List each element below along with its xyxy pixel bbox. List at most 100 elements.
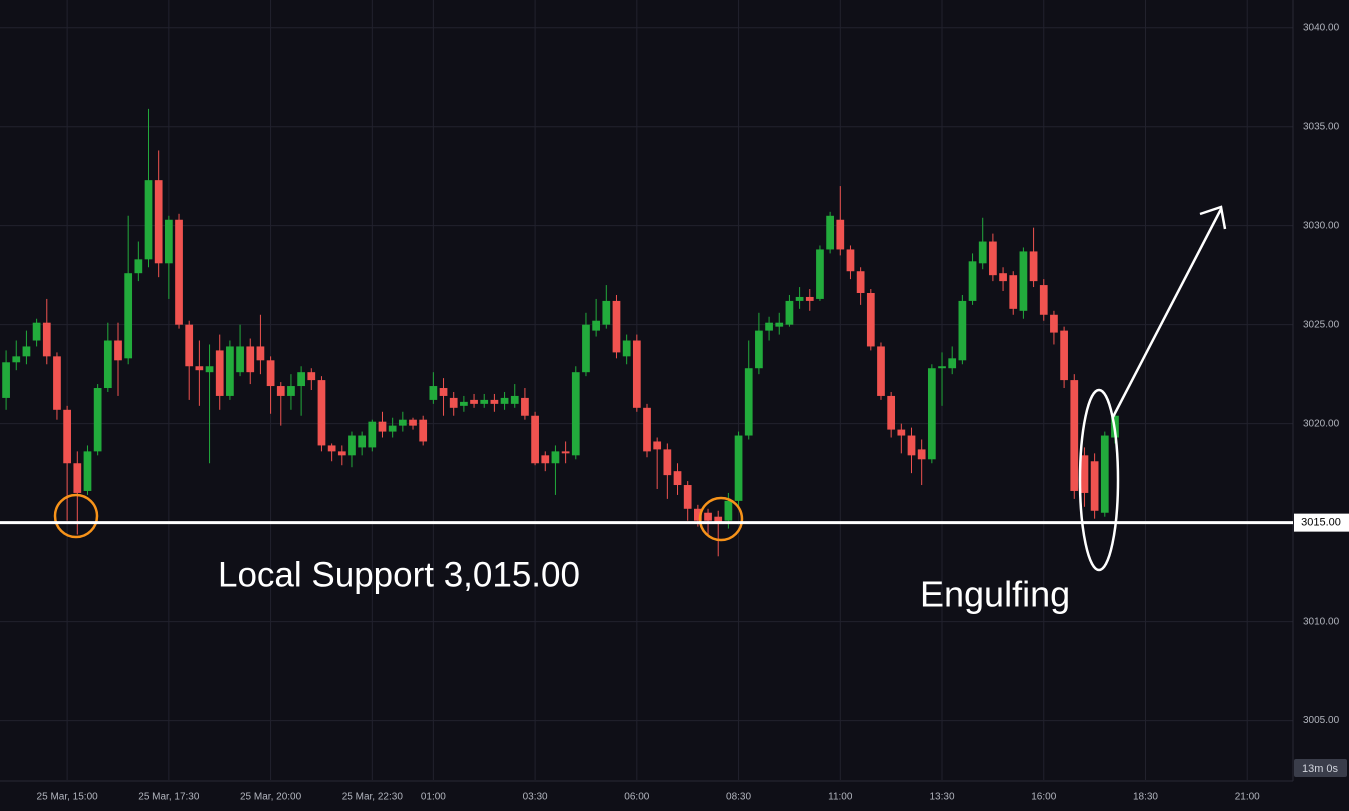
candle-body (205, 366, 214, 373)
candle-body (632, 340, 641, 408)
countdown-box (1294, 759, 1347, 777)
candle-body (276, 386, 285, 396)
candle-body (164, 219, 173, 264)
candle-body (490, 399, 499, 404)
candle-body (704, 512, 712, 521)
y-tick-label: 3030.00 (1303, 220, 1340, 231)
candle-body (175, 219, 183, 325)
y-tick-label: 3025.00 (1303, 319, 1340, 330)
candle-body (561, 451, 570, 454)
candle-body (287, 386, 295, 396)
candle-body (866, 292, 875, 347)
candle-body (439, 388, 448, 396)
candle-body (510, 395, 519, 404)
candle-body (724, 500, 733, 521)
candle-body (897, 429, 906, 436)
candle-body (63, 409, 71, 464)
candle-body (419, 419, 428, 442)
candle-body (887, 395, 896, 430)
candle-body (368, 421, 377, 448)
support-label-box (1294, 513, 1349, 532)
candle-body (765, 322, 773, 331)
candle-body (571, 372, 580, 456)
candle-body (663, 449, 672, 476)
candle-body (643, 407, 651, 452)
candle-body (826, 215, 834, 250)
candle-body (429, 386, 438, 400)
candle-body (775, 322, 784, 327)
candle-body (958, 300, 967, 361)
candle-body (1090, 461, 1099, 511)
x-tick-label: 21:00 (1235, 792, 1260, 803)
candle-body (785, 300, 794, 325)
candle-body (470, 399, 478, 404)
candle-body (73, 463, 82, 493)
candle-body (388, 425, 397, 432)
candle-body (2, 362, 10, 398)
candle-body (154, 180, 163, 264)
candle-body (53, 356, 61, 410)
arrow-head (1199, 205, 1227, 230)
candle-body (836, 219, 845, 250)
candle-body (521, 397, 529, 416)
candle-body (185, 324, 194, 367)
candle-body (582, 324, 590, 373)
x-tick-label: 06:00 (624, 792, 649, 803)
candle-body (32, 322, 41, 341)
candle-body (1080, 455, 1089, 493)
candle-body (409, 419, 417, 426)
annotation: Engulfing (920, 574, 1070, 615)
candle-body (144, 180, 153, 260)
countdown: 13m 0s (1302, 763, 1339, 775)
candle-body (1050, 314, 1058, 333)
x-tick-label: 18:30 (1133, 792, 1158, 803)
candle-body (1009, 275, 1018, 309)
candle-body (256, 346, 265, 361)
candle-body (317, 380, 326, 446)
candle-body (297, 372, 305, 387)
candle-body (907, 435, 916, 456)
y-tick-label: 3040.00 (1303, 22, 1340, 33)
candle-body (683, 485, 692, 509)
highlight-circle (53, 493, 99, 539)
y-tick-label: 3010.00 (1303, 616, 1340, 627)
candle-body (551, 451, 560, 464)
x-tick-label: 25 Mar, 15:00 (37, 792, 99, 803)
highlight-circle (698, 496, 744, 542)
candle-body (602, 300, 611, 325)
candle-body (846, 249, 855, 272)
candle-body (114, 340, 122, 361)
x-tick-label: 25 Mar, 17:30 (138, 792, 200, 803)
candle-body (195, 366, 204, 371)
candle-body (805, 296, 814, 301)
support-label: 3015.00 (1301, 517, 1341, 529)
candle-body (917, 449, 926, 460)
candle-body (500, 397, 509, 404)
candle-body (337, 451, 346, 456)
candle-body (398, 419, 407, 426)
candle-body (378, 421, 387, 432)
candle-body (612, 300, 621, 353)
candle-body (673, 471, 682, 486)
x-tick-label: 25 Mar, 20:00 (240, 792, 302, 803)
candle-body (653, 441, 662, 450)
candle-body (744, 368, 753, 436)
arrow-line (1111, 208, 1223, 418)
candle-body (541, 455, 550, 464)
annotation: Local Support 3,015.00 (218, 555, 580, 594)
y-tick-label: 3020.00 (1303, 418, 1340, 429)
candle-body (480, 399, 489, 404)
candle-body (327, 445, 336, 452)
candle-body (358, 435, 367, 448)
candle-body (215, 350, 224, 396)
x-tick-label: 01:00 (421, 792, 446, 803)
candle-body (1070, 380, 1079, 491)
y-tick-label: 3005.00 (1303, 715, 1340, 726)
candle-body (948, 358, 957, 369)
candle-body (1100, 435, 1109, 513)
x-tick-label: 03:30 (523, 792, 548, 803)
candle-body (246, 346, 255, 373)
